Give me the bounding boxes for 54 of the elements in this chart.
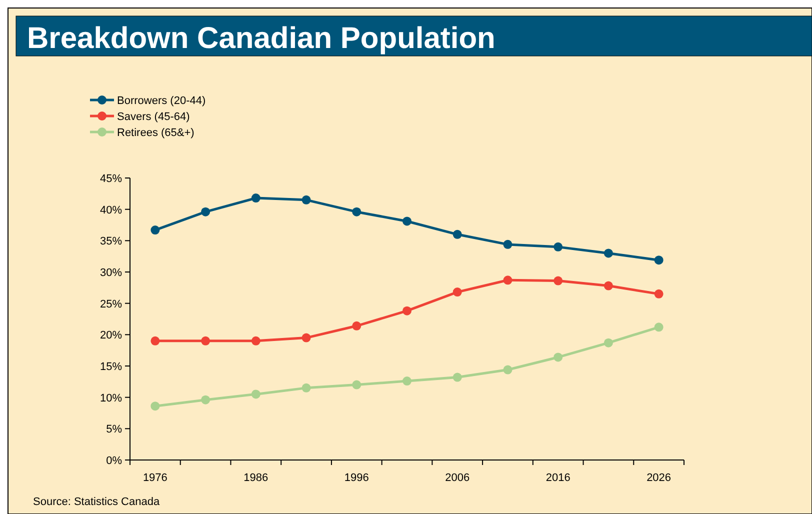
point (452, 288, 462, 297)
point (402, 376, 412, 386)
point (503, 365, 512, 374)
x-tick-label: 1976 (142, 472, 168, 484)
point (251, 194, 260, 203)
point (554, 276, 563, 286)
point (654, 256, 664, 265)
point (150, 226, 160, 235)
y-tick-label: 40% (100, 204, 122, 216)
y-tick-label: 20% (100, 330, 122, 342)
source-note: Source: Statistics Canada (33, 496, 160, 508)
y-tick-label: 35% (100, 236, 122, 248)
point (503, 276, 512, 285)
point (452, 372, 462, 382)
legend-label: Borrowers (20-44) (117, 95, 206, 107)
point (352, 207, 362, 216)
point (654, 289, 664, 298)
point (402, 306, 412, 316)
point (251, 336, 260, 346)
point (201, 207, 210, 216)
y-tick-label: 45% (100, 173, 122, 185)
legend-label: Savers (45-64) (117, 111, 190, 123)
point (402, 216, 412, 226)
chart-title: Breakdown Canadian Population (27, 22, 496, 55)
point (503, 240, 512, 249)
y-tick-label: 10% (100, 392, 122, 404)
x-tick-label: 1986 (244, 472, 268, 484)
point (604, 281, 613, 290)
point (604, 248, 613, 258)
point (150, 402, 160, 411)
y-tick-label: 0% (106, 455, 122, 467)
point (352, 321, 362, 330)
legend-label: Retirees (65&+) (117, 127, 194, 139)
point (150, 336, 160, 346)
y-tick-label: 5% (106, 424, 122, 436)
point (352, 380, 362, 390)
point (201, 336, 210, 346)
point (452, 230, 462, 239)
x-tick-label: 1996 (344, 472, 369, 484)
point (302, 333, 311, 342)
point (302, 195, 311, 204)
point (604, 338, 613, 348)
point (654, 322, 664, 332)
point (302, 383, 311, 392)
point (554, 352, 563, 362)
x-tick-label: 2026 (646, 472, 672, 484)
y-tick-label: 25% (100, 298, 122, 310)
point (554, 242, 563, 252)
x-tick-label: 2006 (445, 472, 470, 484)
point (201, 395, 210, 404)
point (251, 390, 260, 399)
y-tick-label: 15% (100, 361, 122, 373)
x-tick-label: 2016 (546, 472, 570, 484)
y-tick-label: 30% (100, 267, 122, 279)
